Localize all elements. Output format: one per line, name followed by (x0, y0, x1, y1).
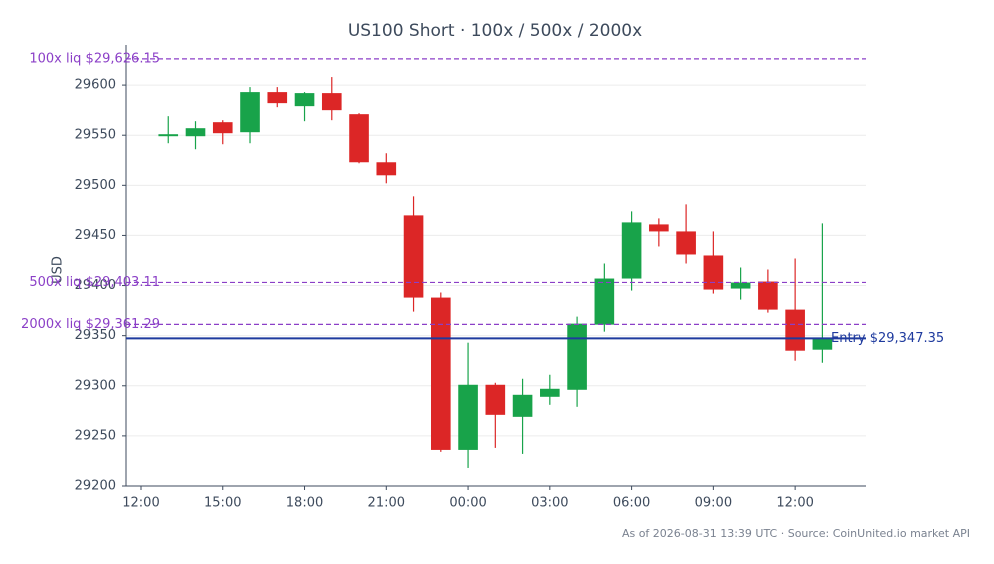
candle-body (785, 309, 805, 351)
reference-label: 500x liq $29,403.11 (29, 275, 160, 290)
candle-body (212, 122, 233, 134)
candle-body (621, 222, 642, 279)
candle-body (649, 224, 669, 232)
candle-body (703, 255, 724, 290)
x-tick-label: 00:00 (449, 496, 486, 511)
candle-body (240, 92, 260, 133)
x-tick-label: 12:00 (776, 496, 813, 511)
y-tick-label: 29600 (75, 78, 116, 93)
x-tick-label: 18:00 (286, 496, 323, 511)
candle-body (812, 337, 833, 350)
footnote: As of 2026-08-31 13:39 UTC · Source: Coi… (622, 527, 970, 540)
reference-label: 100x liq $29,626.15 (29, 51, 160, 66)
x-tick-label: 06:00 (613, 496, 650, 511)
y-tick-label: 29350 (75, 328, 116, 343)
x-tick-label: 09:00 (695, 496, 732, 511)
y-tick-label: 29250 (75, 428, 116, 443)
candle-body (158, 134, 179, 137)
candle-body (376, 162, 397, 176)
candle-body (758, 281, 778, 310)
y-tick-label: 29200 (75, 479, 116, 494)
candle-body (185, 128, 206, 137)
candle-body (349, 114, 369, 163)
y-tick-label: 29300 (75, 378, 116, 393)
x-tick-label: 03:00 (531, 496, 568, 511)
candle-body (540, 388, 560, 397)
y-axis-label: USD (51, 256, 66, 284)
candle-body (485, 384, 506, 415)
y-tick-label: 29500 (75, 178, 116, 193)
candle-body (267, 92, 288, 104)
candle-body (512, 394, 533, 417)
y-tick-label: 29400 (75, 278, 116, 293)
y-tick-label: 29450 (75, 228, 116, 243)
chart-title: US100 Short · 100x / 500x / 2000x (348, 21, 642, 41)
reference-label: 2000x liq $29,361.29 (21, 317, 160, 332)
candle-body (321, 93, 342, 111)
candle-body (730, 282, 751, 289)
x-tick-label: 12:00 (122, 496, 159, 511)
candle-body (430, 297, 451, 450)
candle-body (567, 323, 587, 390)
x-tick-label: 21:00 (368, 496, 405, 511)
reference-label: Entry $29,347.35 (831, 331, 944, 346)
x-tick-label: 15:00 (204, 496, 241, 511)
candle-body (294, 93, 315, 107)
y-tick-label: 29550 (75, 128, 116, 143)
candle-body (403, 215, 424, 298)
candle-body (458, 384, 478, 450)
candle-body (676, 231, 696, 255)
candle-body (594, 278, 615, 325)
